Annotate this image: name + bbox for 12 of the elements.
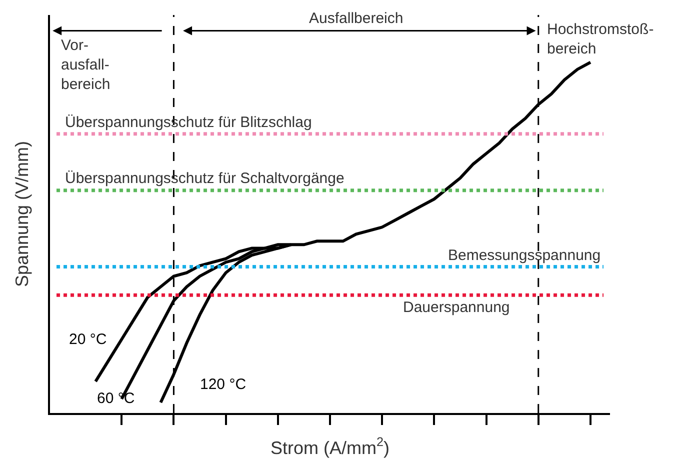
y-axis-title: Spannung (V/mm) bbox=[12, 140, 32, 288]
text: Hochstromstoß- bereich bbox=[547, 21, 654, 58]
series-label: 20 °C bbox=[69, 331, 107, 348]
series-label: Überspannungsschutz für Blitzschlag bbox=[65, 114, 312, 131]
series-label: 60 °C bbox=[97, 390, 135, 407]
x-axis-title: Strom (A/mm$^{2}$) bbox=[270, 435, 390, 458]
series-label: Bemessungsspannung bbox=[448, 247, 601, 264]
series-label: 120 °C bbox=[200, 376, 246, 393]
series-label: Dauerspannung bbox=[403, 299, 510, 316]
annotation: Vor- ausfall- bereich bbox=[61, 37, 110, 93]
text: Ausfallbereich bbox=[309, 10, 404, 27]
series-label: Überspannungsschutz für Schaltvorgänge bbox=[65, 170, 344, 187]
